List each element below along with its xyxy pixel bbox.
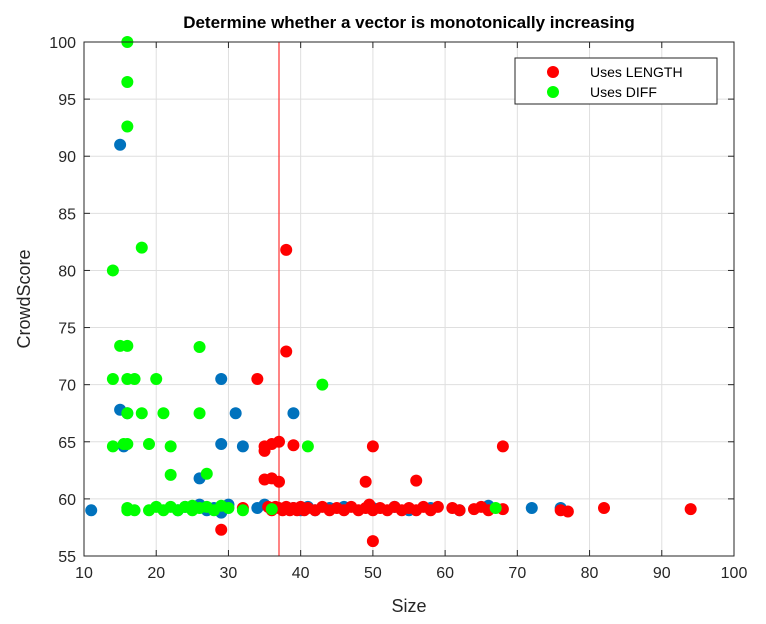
data-point	[193, 340, 206, 353]
plot-frame	[83, 41, 735, 557]
y-tick-label: 55	[58, 549, 76, 566]
x-axis-label: Size	[391, 596, 426, 616]
legend-marker-uses-diff	[547, 86, 559, 98]
x-tick-label: 60	[436, 565, 454, 582]
data-point	[135, 407, 148, 420]
y-tick-label: 70	[58, 378, 76, 395]
data-point	[280, 345, 293, 358]
data-point	[200, 467, 213, 480]
data-point	[301, 440, 314, 453]
data-point	[431, 500, 444, 513]
y-axis-label: CrowdScore	[14, 249, 34, 348]
data-point	[359, 475, 372, 488]
data-point	[150, 372, 163, 385]
y-tick-label: 80	[58, 263, 76, 280]
x-axis-ticks: 10 20 30 40 50 60 70 80 90 100	[75, 42, 747, 582]
data-point	[215, 372, 228, 385]
x-tick-label: 50	[364, 565, 382, 582]
data-point	[366, 440, 379, 453]
data-point	[251, 372, 264, 385]
data-point	[525, 502, 538, 515]
data-point	[121, 407, 134, 420]
y-tick-label: 65	[58, 435, 76, 452]
data-point	[273, 435, 285, 448]
x-tick-label: 80	[581, 565, 599, 582]
y-tick-label: 75	[58, 321, 76, 338]
data-point	[121, 75, 134, 88]
data-point	[489, 502, 502, 515]
data-point	[222, 502, 235, 515]
data-point	[106, 372, 119, 385]
x-tick-label: 70	[508, 565, 526, 582]
plot-area	[84, 42, 734, 556]
y-tick-label: 85	[58, 206, 76, 223]
legend-marker-uses-length	[547, 66, 559, 78]
data-point	[193, 407, 206, 420]
data-point	[121, 120, 134, 133]
series-uses-diff	[106, 36, 502, 517]
data-point	[280, 243, 293, 256]
data-point	[366, 535, 379, 548]
data-point	[273, 475, 285, 488]
x-tick-label: 10	[75, 565, 93, 582]
data-point	[598, 502, 610, 515]
series-uses-length	[215, 243, 697, 548]
data-point	[236, 440, 249, 453]
data-point	[265, 503, 278, 516]
x-tick-label: 20	[147, 565, 165, 582]
data-point	[236, 504, 249, 517]
data-point	[229, 407, 242, 420]
data-point	[215, 438, 228, 451]
data-point	[164, 468, 177, 481]
x-tick-label: 100	[721, 565, 748, 582]
y-tick-label: 90	[58, 149, 76, 166]
legend: Uses LENGTH Uses DIFF	[514, 57, 718, 105]
data-point	[561, 505, 574, 518]
x-tick-label: 90	[653, 565, 671, 582]
data-point	[684, 503, 697, 516]
chart-title: Determine whether a vector is monotonica…	[183, 13, 635, 32]
data-point	[106, 264, 119, 277]
data-points-layer	[85, 36, 697, 548]
x-tick-label: 30	[220, 565, 238, 582]
legend-label-uses-length: Uses LENGTH	[590, 64, 683, 80]
data-point	[287, 407, 300, 420]
data-point	[453, 504, 466, 517]
y-tick-label: 100	[49, 35, 76, 52]
legend-label-uses-diff: Uses DIFF	[590, 84, 657, 100]
data-point	[496, 440, 509, 453]
data-point	[157, 407, 170, 420]
data-point	[164, 440, 177, 453]
data-point	[287, 439, 300, 452]
y-axis-ticks: 55 60 65 70 75 80 85 90 95 100	[49, 35, 734, 566]
data-point	[128, 372, 141, 385]
data-point	[316, 378, 329, 391]
data-point	[114, 138, 127, 151]
data-point	[121, 339, 134, 352]
data-point	[121, 438, 134, 451]
data-point	[106, 440, 119, 453]
x-tick-label: 40	[292, 565, 310, 582]
legend-box	[514, 57, 718, 105]
data-point	[85, 504, 98, 517]
y-tick-label: 95	[58, 92, 76, 109]
data-point	[128, 504, 141, 517]
data-point	[215, 523, 228, 536]
data-point	[410, 474, 423, 487]
data-point	[135, 241, 148, 254]
y-tick-label: 60	[58, 492, 76, 509]
data-point	[143, 438, 155, 451]
